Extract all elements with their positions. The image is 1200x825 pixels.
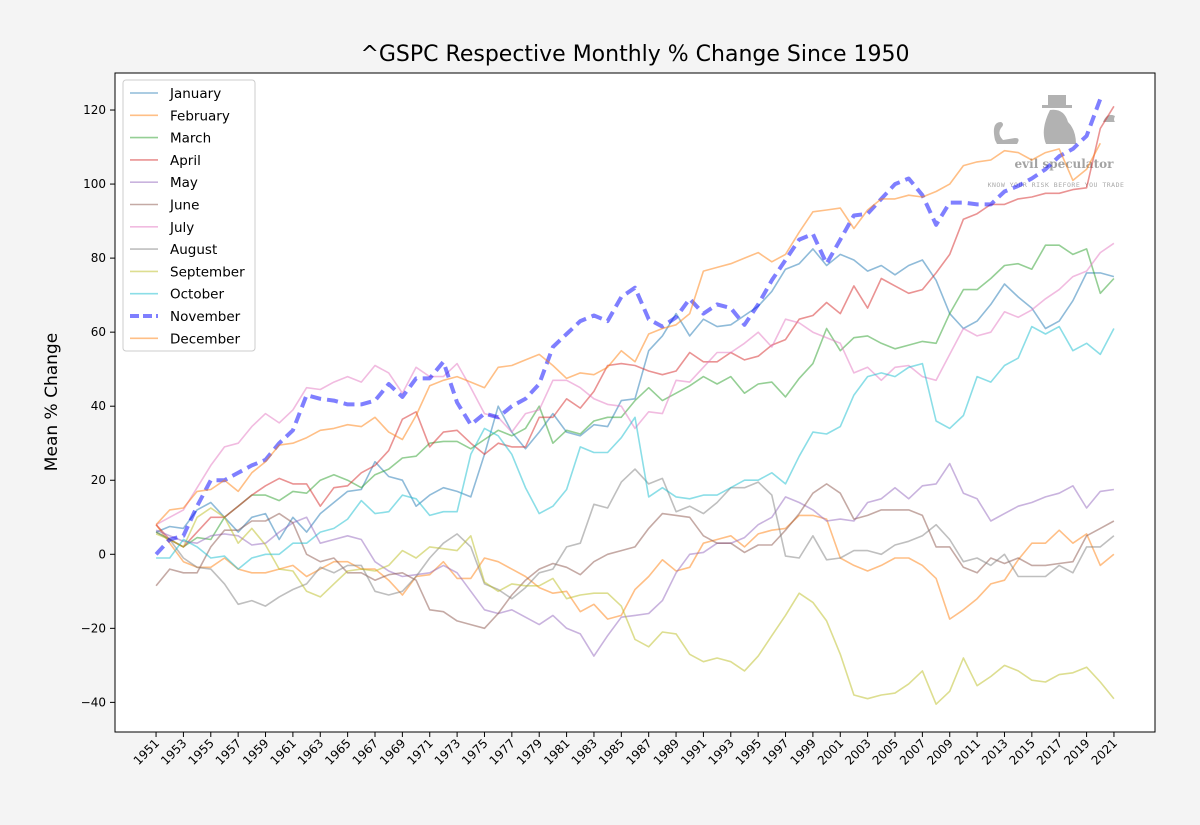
legend-label: September — [170, 264, 245, 280]
legend-label: November — [170, 309, 241, 325]
series-line-december — [155, 142, 1102, 526]
x-tick-label: 1977 — [486, 736, 517, 767]
series-line-june — [155, 483, 1115, 630]
legend-label: June — [169, 198, 199, 214]
legend-item-february: February — [130, 108, 230, 124]
x-tick-label: 1961 — [268, 736, 299, 767]
chart-title: ^GSPC Respective Monthly % Change Since … — [360, 42, 909, 67]
legend-item-october: October — [130, 287, 224, 303]
swan-icon — [993, 122, 1019, 144]
legend-item-june: June — [130, 198, 199, 214]
y-tick-label: 120 — [83, 103, 106, 117]
plot-frame — [114, 72, 1156, 733]
y-tick-label: −20 — [81, 621, 106, 635]
legend-label: January — [169, 86, 221, 102]
x-tick-label: 1991 — [678, 736, 709, 767]
y-tick-label: 20 — [91, 473, 106, 487]
x-tick-label: 1987 — [623, 736, 654, 767]
x-tick-label: 1985 — [596, 736, 627, 767]
legend-label: April — [170, 153, 201, 169]
y-tick-label: 40 — [91, 399, 106, 413]
watermark-brand: evil speculator — [1015, 157, 1115, 171]
x-tick-label: 2021 — [1089, 736, 1120, 767]
x-tick-label: 1979 — [514, 736, 545, 767]
y-axis: −40 −20 0 20 40 60 80 100 120 — [81, 103, 115, 709]
x-tick-label: 1971 — [404, 736, 435, 767]
legend-item-april: April — [130, 153, 201, 169]
x-tick-label: 1951 — [131, 736, 162, 767]
x-tick-label: 2013 — [979, 736, 1010, 767]
x-axis: 1951195319551957195919611963196519671969… — [131, 732, 1120, 768]
y-tick-label: 0 — [98, 547, 106, 561]
plot-area — [115, 73, 1155, 732]
x-tick-label: 1999 — [788, 736, 819, 767]
x-tick-label: 1955 — [185, 736, 216, 767]
x-tick-label: 1963 — [295, 736, 326, 767]
x-tick-label: 1995 — [733, 736, 764, 767]
x-tick-label: 2011 — [952, 736, 983, 767]
legend-label: October — [170, 287, 224, 303]
legend-box — [122, 79, 256, 352]
x-tick-label: 1953 — [158, 736, 189, 767]
x-tick-label: 1965 — [322, 736, 353, 767]
x-tick-label: 1973 — [432, 736, 463, 767]
legend-label: August — [170, 242, 217, 258]
y-tick-label: 100 — [83, 177, 106, 191]
series-line-january — [155, 248, 1115, 541]
series-line-april — [155, 105, 1115, 548]
x-tick-label: 1989 — [651, 736, 682, 767]
y-tick-label: 80 — [91, 251, 106, 265]
series-line-november — [154, 98, 1103, 556]
watermark-tagline: KNOW YOUR RISK BEFORE YOU TRADE — [988, 181, 1125, 189]
x-tick-label: 1969 — [377, 736, 408, 767]
x-tick-label: 1967 — [350, 736, 381, 767]
x-tick-label: 2017 — [1034, 736, 1065, 767]
legend-item-december: December — [130, 331, 240, 347]
legend-item-july: July — [130, 220, 194, 236]
legend-label: July — [169, 220, 194, 236]
x-tick-label: 1997 — [760, 736, 791, 767]
x-tick-label: 1981 — [541, 736, 572, 767]
y-tick-label: 60 — [91, 325, 106, 339]
series-line-september — [155, 507, 1115, 706]
x-tick-label: 2015 — [1006, 736, 1037, 767]
series-line-august — [155, 468, 1115, 607]
y-tick-label: −40 — [81, 695, 106, 709]
legend-item-september: September — [130, 264, 245, 280]
x-tick-label: 2003 — [842, 736, 873, 767]
x-tick-label: 2009 — [924, 736, 955, 767]
series-line-february — [155, 514, 1115, 620]
x-tick-label: 1993 — [705, 736, 736, 767]
legend: January February March April May June July Augu… — [122, 79, 256, 352]
series-line-may — [155, 462, 1115, 657]
series-layer — [154, 98, 1115, 706]
x-tick-label: 2019 — [1061, 736, 1092, 767]
legend-item-august: August — [130, 242, 217, 258]
legend-item-may: May — [130, 175, 198, 191]
series-line-july — [155, 242, 1115, 526]
x-tick-label: 2007 — [897, 736, 928, 767]
legend-label: February — [170, 108, 230, 124]
series-line-october — [156, 325, 1115, 570]
legend-label: May — [170, 175, 198, 191]
x-tick-label: 1957 — [213, 736, 244, 767]
legend-label: March — [170, 131, 211, 147]
y-axis-label: Mean % Change — [42, 333, 62, 471]
x-tick-label: 1975 — [459, 736, 490, 767]
legend-item-november: November — [130, 309, 241, 325]
watermark-logo: evil speculator KNOW YOUR RISK BEFORE YO… — [988, 95, 1125, 189]
legend-item-march: March — [130, 131, 211, 147]
x-tick-label: 2001 — [815, 736, 846, 767]
series-line-march — [155, 244, 1115, 548]
x-tick-label: 1959 — [240, 736, 271, 767]
x-tick-label: 1983 — [569, 736, 600, 767]
top-hat-figure-icon — [1042, 95, 1076, 144]
legend-item-january: January — [130, 86, 221, 102]
legend-label: December — [170, 331, 240, 347]
x-tick-label: 2005 — [870, 736, 901, 767]
